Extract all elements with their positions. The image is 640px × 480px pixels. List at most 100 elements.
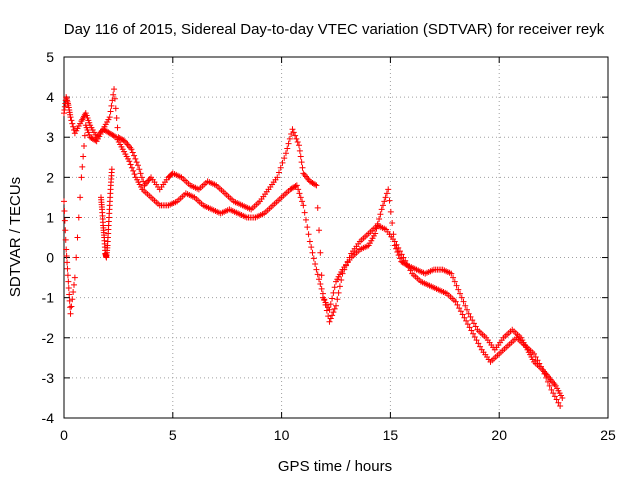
data-point bbox=[450, 274, 457, 281]
data-point bbox=[68, 303, 75, 310]
data-point bbox=[468, 327, 475, 334]
data-point bbox=[396, 255, 403, 262]
data-point bbox=[78, 174, 85, 181]
data-point bbox=[126, 158, 133, 165]
data-point bbox=[112, 105, 119, 112]
y-tick-label: -3 bbox=[42, 370, 55, 386]
data-point bbox=[312, 181, 319, 188]
data-point bbox=[393, 241, 400, 248]
data-point bbox=[66, 291, 73, 298]
data-point bbox=[70, 123, 77, 130]
data-point bbox=[64, 265, 71, 272]
data-point bbox=[63, 246, 70, 253]
data-point bbox=[69, 296, 76, 303]
data-point bbox=[389, 220, 396, 227]
data-point bbox=[385, 186, 392, 193]
data-point bbox=[475, 340, 482, 347]
data-point bbox=[383, 190, 390, 197]
data-point bbox=[555, 399, 562, 406]
data-point bbox=[310, 255, 317, 262]
data-point bbox=[471, 333, 478, 340]
data-point bbox=[453, 282, 460, 289]
data-point bbox=[532, 354, 539, 361]
data-point bbox=[457, 308, 464, 315]
data-point bbox=[305, 231, 312, 238]
data-point bbox=[64, 272, 71, 279]
data-point bbox=[313, 182, 320, 189]
data-point bbox=[318, 272, 325, 279]
data-point bbox=[317, 249, 324, 256]
data-point bbox=[74, 234, 81, 241]
data-point bbox=[127, 161, 134, 168]
data-point bbox=[274, 174, 281, 181]
data-point bbox=[381, 198, 388, 205]
data-point bbox=[395, 252, 402, 259]
data-point bbox=[111, 133, 118, 140]
data-point bbox=[79, 163, 86, 170]
data-point bbox=[136, 166, 143, 173]
data-point bbox=[327, 301, 334, 308]
data-point bbox=[75, 214, 82, 221]
data-point bbox=[402, 257, 409, 264]
y-tick-label: -2 bbox=[42, 330, 55, 346]
x-tick-label: 10 bbox=[274, 427, 290, 443]
data-point bbox=[65, 285, 72, 292]
data-point bbox=[557, 402, 564, 409]
data-point bbox=[295, 186, 302, 193]
data-point bbox=[306, 238, 313, 245]
data-point bbox=[64, 259, 71, 266]
x-tick-label: 20 bbox=[491, 427, 507, 443]
data-point bbox=[299, 164, 306, 171]
gridlines bbox=[64, 57, 608, 418]
y-tick-label: 3 bbox=[46, 129, 54, 145]
y-tick-label: 4 bbox=[46, 89, 54, 105]
data-point bbox=[335, 289, 342, 296]
data-point bbox=[559, 394, 566, 401]
data-point bbox=[286, 135, 293, 142]
data-point bbox=[108, 102, 115, 109]
data-point bbox=[81, 132, 88, 139]
data-point bbox=[372, 230, 379, 237]
data-point bbox=[62, 227, 69, 234]
data-point bbox=[293, 135, 300, 142]
data-point bbox=[69, 120, 76, 127]
data-point bbox=[292, 132, 299, 139]
data-point bbox=[460, 298, 467, 305]
data-point bbox=[400, 254, 407, 261]
data-point bbox=[319, 290, 326, 297]
data-points bbox=[61, 86, 566, 409]
data-point bbox=[63, 252, 70, 259]
data-point bbox=[536, 360, 543, 367]
data-point bbox=[322, 301, 329, 308]
data-point bbox=[106, 114, 113, 121]
data-point bbox=[461, 314, 468, 321]
data-point bbox=[290, 129, 297, 136]
data-point bbox=[316, 276, 323, 283]
data-point bbox=[546, 382, 553, 389]
chart-title: Day 116 of 2015, Sidereal Day-to-day VTE… bbox=[64, 21, 605, 38]
data-point bbox=[544, 378, 551, 385]
data-point bbox=[300, 202, 307, 209]
data-point bbox=[386, 197, 393, 204]
data-point bbox=[470, 320, 477, 327]
data-point bbox=[477, 343, 484, 350]
data-point bbox=[107, 108, 114, 115]
data-point bbox=[81, 143, 88, 150]
y-tick-label: 5 bbox=[46, 49, 54, 65]
data-point bbox=[537, 363, 544, 370]
data-point bbox=[314, 271, 321, 278]
data-point bbox=[77, 194, 84, 201]
data-point bbox=[341, 266, 348, 273]
x-tick-label: 25 bbox=[600, 427, 616, 443]
data-point bbox=[543, 374, 550, 381]
series-early-dip bbox=[97, 166, 115, 261]
y-tick-label: 2 bbox=[46, 169, 54, 185]
data-point bbox=[382, 194, 389, 201]
data-point bbox=[329, 295, 336, 302]
data-point bbox=[459, 311, 466, 318]
data-point bbox=[321, 296, 328, 303]
data-point bbox=[380, 202, 387, 209]
data-point bbox=[138, 174, 145, 181]
data-point bbox=[314, 204, 321, 211]
data-point bbox=[61, 217, 68, 224]
